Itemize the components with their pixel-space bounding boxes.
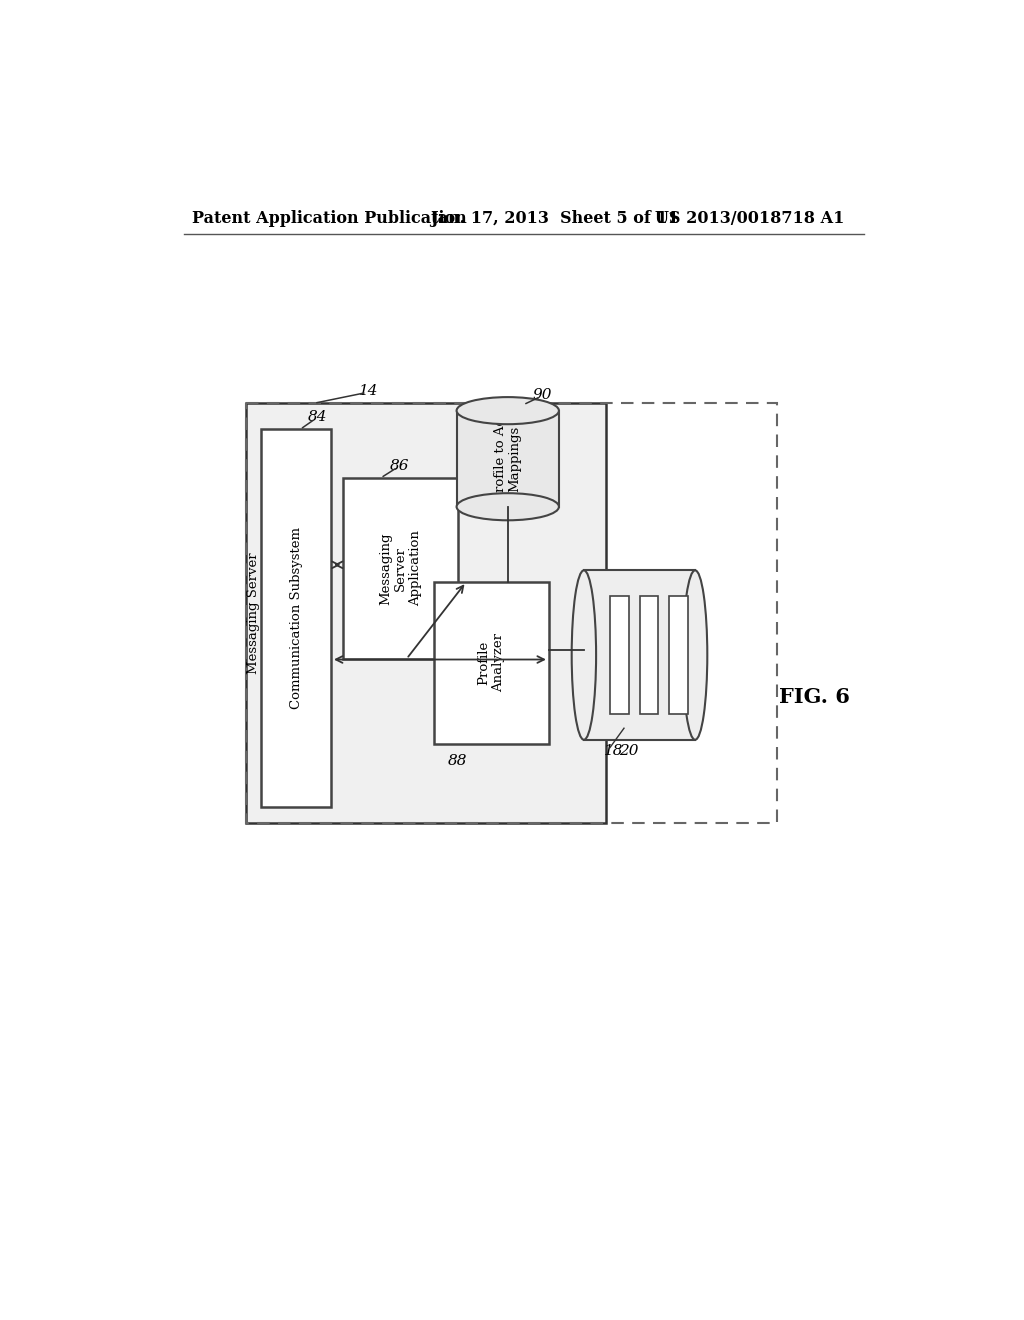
Text: Messaging Server: Messaging Server: [247, 552, 260, 675]
Bar: [669, 595, 687, 714]
Text: Profile
Analyzer: Profile Analyzer: [477, 634, 506, 692]
Text: FIG. 6: FIG. 6: [779, 688, 850, 708]
Text: 18: 18: [604, 744, 624, 758]
Bar: [640, 595, 658, 714]
Text: Profile to Ad
Mappings: Profile to Ad Mappings: [494, 417, 522, 500]
Text: 90: 90: [532, 388, 552, 401]
Ellipse shape: [571, 570, 596, 739]
Text: 84: 84: [307, 411, 327, 424]
Text: US 2013/0018718 A1: US 2013/0018718 A1: [655, 210, 845, 227]
Bar: [261, 429, 331, 807]
Text: 14: 14: [358, 384, 378, 397]
Bar: [584, 570, 695, 739]
Text: ...: ...: [669, 649, 686, 668]
Text: Messaging
Server
Application: Messaging Server Application: [379, 531, 422, 606]
Bar: [434, 582, 549, 743]
Text: Communication Subsystem: Communication Subsystem: [290, 527, 303, 709]
Bar: [457, 411, 559, 507]
Text: 86: 86: [389, 458, 409, 473]
Bar: [246, 404, 606, 822]
Ellipse shape: [683, 570, 708, 739]
Text: 20: 20: [618, 744, 638, 758]
Text: 88: 88: [447, 754, 467, 767]
Text: Patent Application Publication: Patent Application Publication: [191, 210, 466, 227]
Text: Client Profiles: Client Profiles: [616, 607, 630, 702]
Ellipse shape: [457, 494, 559, 520]
Bar: [246, 404, 776, 822]
Bar: [343, 478, 458, 659]
Ellipse shape: [457, 397, 559, 424]
Text: Jan. 17, 2013  Sheet 5 of 11: Jan. 17, 2013 Sheet 5 of 11: [430, 210, 679, 227]
Bar: [610, 595, 629, 714]
